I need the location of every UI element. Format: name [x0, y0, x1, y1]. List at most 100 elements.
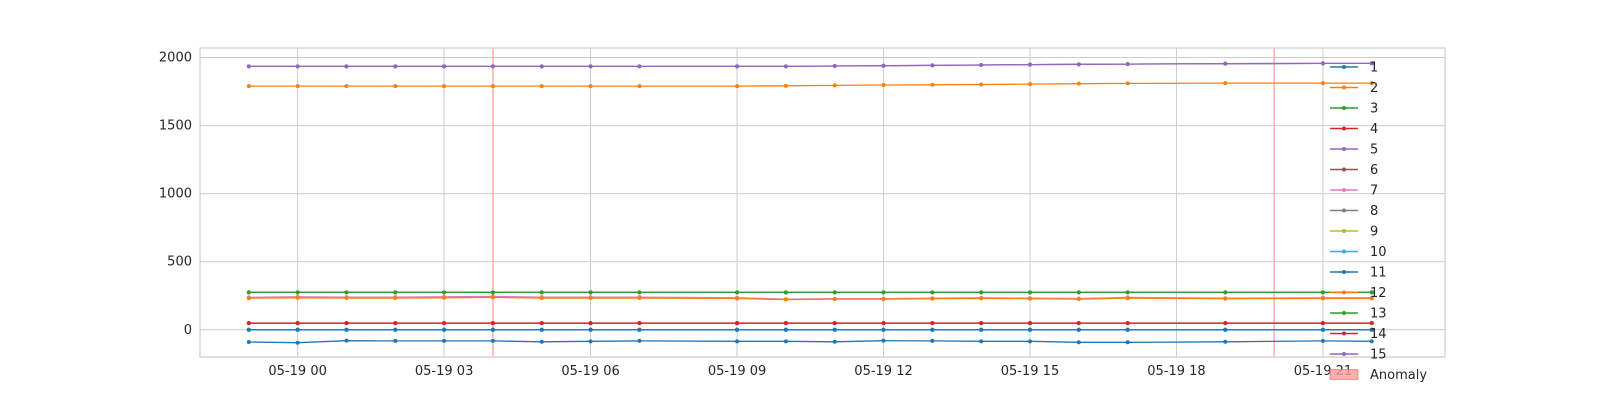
data-point — [783, 83, 788, 88]
data-point — [979, 63, 984, 68]
data-point — [344, 338, 349, 343]
data-point — [1223, 321, 1228, 326]
data-point — [979, 321, 984, 326]
data-point — [490, 321, 495, 326]
data-point — [930, 290, 935, 295]
data-point — [881, 290, 886, 295]
data-point — [295, 340, 300, 345]
data-point — [393, 84, 398, 89]
data-point — [344, 321, 349, 326]
data-point — [637, 296, 642, 301]
data-point — [783, 327, 788, 332]
data-point — [588, 327, 593, 332]
data-point — [246, 84, 251, 89]
data-point — [344, 84, 349, 89]
data-point — [1076, 62, 1081, 67]
data-point — [1223, 339, 1228, 344]
data-point — [832, 290, 837, 295]
data-point — [735, 84, 740, 89]
data-point — [393, 338, 398, 343]
data-point — [832, 321, 837, 326]
legend-label-8: 8 — [1370, 204, 1378, 219]
y-axis-ticks: 2000 1500 1000 500 0 — [159, 51, 192, 338]
data-point — [881, 297, 886, 302]
legend-label-9: 9 — [1370, 225, 1378, 240]
series-11 — [246, 327, 1374, 332]
legend-marker-2 — [1342, 85, 1346, 90]
plot-frame — [199, 47, 1446, 358]
data-point — [344, 290, 349, 295]
data-point — [1076, 321, 1081, 326]
data-point — [979, 327, 984, 332]
series-1 — [246, 338, 1374, 345]
legend-label-12: 12 — [1370, 286, 1387, 301]
data-point — [979, 290, 984, 295]
x-tick-label: 05-19 03 — [415, 364, 473, 379]
data-point — [1076, 81, 1081, 86]
data-point — [1028, 296, 1032, 301]
grid — [200, 48, 1445, 357]
legend-marker-13 — [1342, 311, 1346, 315]
data-point — [1320, 338, 1325, 343]
data-point — [393, 321, 398, 326]
data-point — [637, 321, 642, 326]
y-tick-label: 500 — [167, 255, 192, 270]
series-line-2 — [248, 82, 1372, 87]
data-point — [1125, 321, 1130, 326]
legend-marker-6 — [1342, 167, 1346, 172]
data-point — [637, 327, 642, 332]
data-point — [783, 339, 788, 344]
data-point — [881, 63, 886, 68]
data-point — [1028, 339, 1032, 344]
series-12 — [246, 295, 1374, 302]
data-point — [588, 296, 593, 301]
data-point — [735, 327, 740, 332]
data-point — [930, 82, 935, 87]
data-point — [735, 296, 740, 301]
data-point — [637, 290, 642, 295]
data-point — [930, 63, 935, 68]
legend-marker-10 — [1342, 249, 1346, 254]
data-point — [393, 327, 398, 332]
data-point — [442, 321, 447, 326]
data-point — [1223, 290, 1228, 295]
data-point — [1076, 327, 1081, 332]
data-point — [246, 290, 251, 295]
data-point — [832, 339, 837, 344]
data-point — [930, 327, 935, 332]
data-point — [735, 321, 740, 326]
x-tick-label: 05-19 18 — [1147, 364, 1205, 379]
data-point — [539, 327, 544, 332]
data-point — [1028, 321, 1032, 326]
data-point — [1125, 81, 1130, 86]
legend-label-3: 3 — [1370, 102, 1378, 117]
data-point — [881, 338, 886, 343]
legend-marker-11 — [1342, 270, 1346, 274]
data-point — [1320, 296, 1325, 301]
x-tick-label: 05-19 12 — [854, 364, 912, 379]
data-point — [490, 295, 495, 300]
data-point — [1223, 81, 1228, 86]
anomaly-markers — [492, 48, 1275, 357]
legend-marker-9 — [1342, 229, 1346, 233]
legend-marker-7 — [1342, 188, 1346, 192]
data-point — [783, 64, 788, 69]
data-point — [1028, 327, 1032, 332]
data-point — [1369, 339, 1374, 344]
data-point — [490, 327, 495, 332]
data-point — [1369, 290, 1374, 295]
legend-label-6: 6 — [1370, 163, 1378, 178]
data-point — [1223, 296, 1228, 301]
data-point — [295, 290, 300, 295]
data-point — [735, 339, 740, 344]
legend-label-15: 15 — [1370, 348, 1387, 363]
data-point — [490, 84, 495, 89]
data-point — [490, 290, 495, 295]
x-tick-label: 05-19 06 — [561, 364, 619, 379]
series-14 — [246, 321, 1374, 326]
data-point — [442, 64, 447, 69]
data-point — [393, 290, 398, 295]
data-point — [1369, 327, 1374, 332]
legend-label-7: 7 — [1370, 184, 1378, 199]
